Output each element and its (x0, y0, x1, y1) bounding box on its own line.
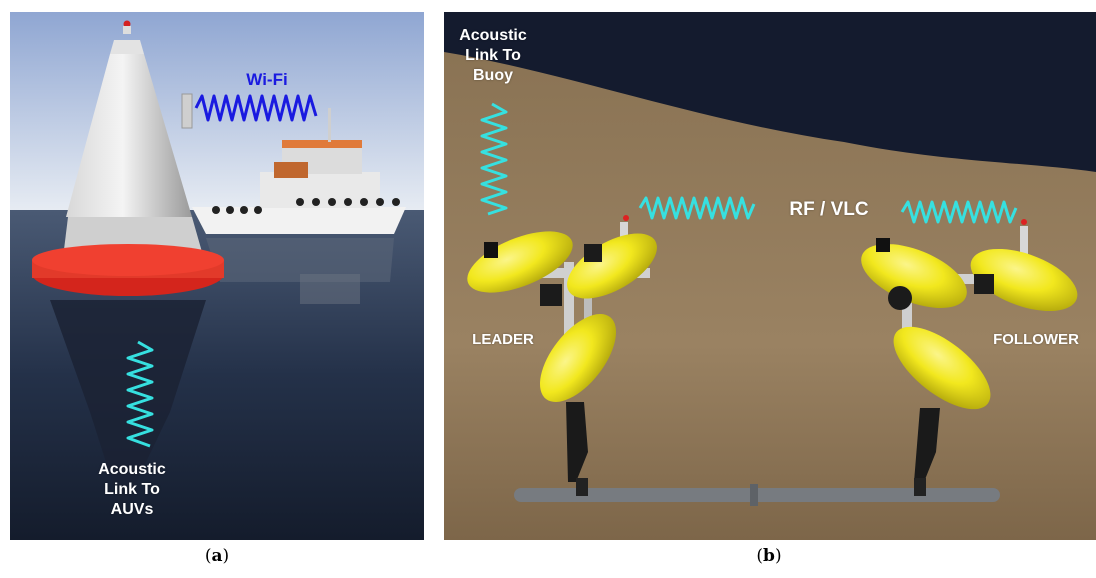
ship (192, 108, 406, 304)
acoustic-line-2: Link To (465, 47, 521, 64)
acoustic-line-2: Link To (104, 481, 160, 498)
acoustic-wave-b (480, 102, 508, 216)
acoustic-link-auvs-label: Acoustic Link To AUVs (80, 460, 184, 520)
wifi-antenna (181, 93, 193, 129)
acoustic-line-1: Acoustic (98, 461, 166, 478)
auv-scene-image (444, 12, 1096, 540)
acoustic-line-3: AUVs (110, 501, 154, 518)
acoustic-line-3: Buoy (473, 67, 513, 84)
follower-auv (861, 219, 1078, 496)
buoy-scene-image (10, 12, 424, 540)
leader-label: LEADER (472, 331, 534, 348)
rf-wave-right (900, 200, 1018, 224)
acoustic-wave-a (126, 340, 154, 448)
caption-b-letter: b (763, 546, 775, 566)
caption-a-letter: a (211, 546, 223, 566)
wifi-wave (194, 94, 318, 122)
caption-b: (b) (756, 546, 782, 566)
leader-auv (467, 215, 657, 496)
rf-wave-left (638, 196, 756, 220)
panel-b-auv-scene: Acoustic Link To Buoy RF / VLC LEADER FO… (444, 12, 1096, 540)
follower-label: FOLLOWER (993, 331, 1079, 348)
rf-vlc-label: RF / VLC (789, 199, 869, 220)
acoustic-line-1: Acoustic (459, 27, 527, 44)
acoustic-link-buoy-label: Acoustic Link To Buoy (450, 26, 536, 86)
panel-a-buoy-scene: Wi-Fi Acoustic Link To AUVs (10, 12, 424, 540)
wifi-label: Wi-Fi (246, 70, 288, 89)
caption-a: (a) (204, 546, 230, 566)
